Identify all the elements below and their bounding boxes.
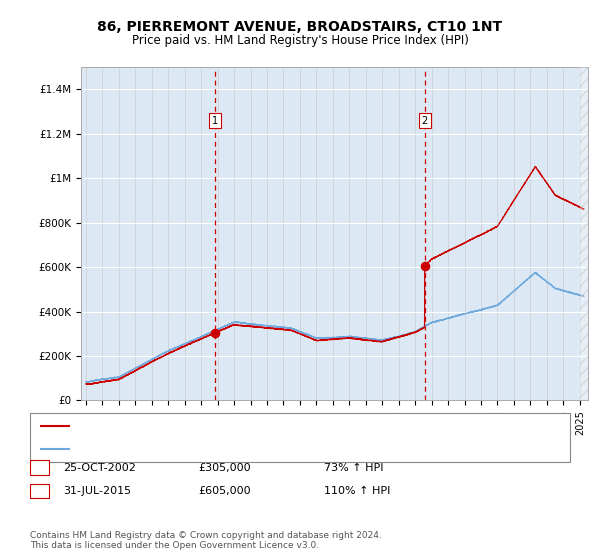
Text: HPI: Average price, detached house, Thanet: HPI: Average price, detached house, Than…	[73, 444, 302, 454]
Text: Contains HM Land Registry data © Crown copyright and database right 2024.: Contains HM Land Registry data © Crown c…	[30, 531, 382, 540]
Text: 73% ↑ HPI: 73% ↑ HPI	[324, 463, 383, 473]
Text: 1: 1	[36, 463, 43, 473]
Text: 1: 1	[212, 115, 218, 125]
Text: 25-OCT-2002: 25-OCT-2002	[63, 463, 136, 473]
Text: 2: 2	[36, 486, 43, 496]
Text: This data is licensed under the Open Government Licence v3.0.: This data is licensed under the Open Gov…	[30, 541, 319, 550]
Text: 31-JUL-2015: 31-JUL-2015	[63, 486, 131, 496]
Text: 2: 2	[422, 115, 428, 125]
Text: £305,000: £305,000	[198, 463, 251, 473]
Text: 86, PIERREMONT AVENUE, BROADSTAIRS, CT10 1NT (detached house): 86, PIERREMONT AVENUE, BROADSTAIRS, CT10…	[73, 421, 438, 431]
Text: 110% ↑ HPI: 110% ↑ HPI	[324, 486, 391, 496]
Point	[420, 262, 430, 270]
Text: £605,000: £605,000	[198, 486, 251, 496]
Text: 86, PIERREMONT AVENUE, BROADSTAIRS, CT10 1NT: 86, PIERREMONT AVENUE, BROADSTAIRS, CT10…	[97, 20, 503, 34]
Text: Price paid vs. HM Land Registry's House Price Index (HPI): Price paid vs. HM Land Registry's House …	[131, 34, 469, 46]
Point	[210, 328, 220, 337]
